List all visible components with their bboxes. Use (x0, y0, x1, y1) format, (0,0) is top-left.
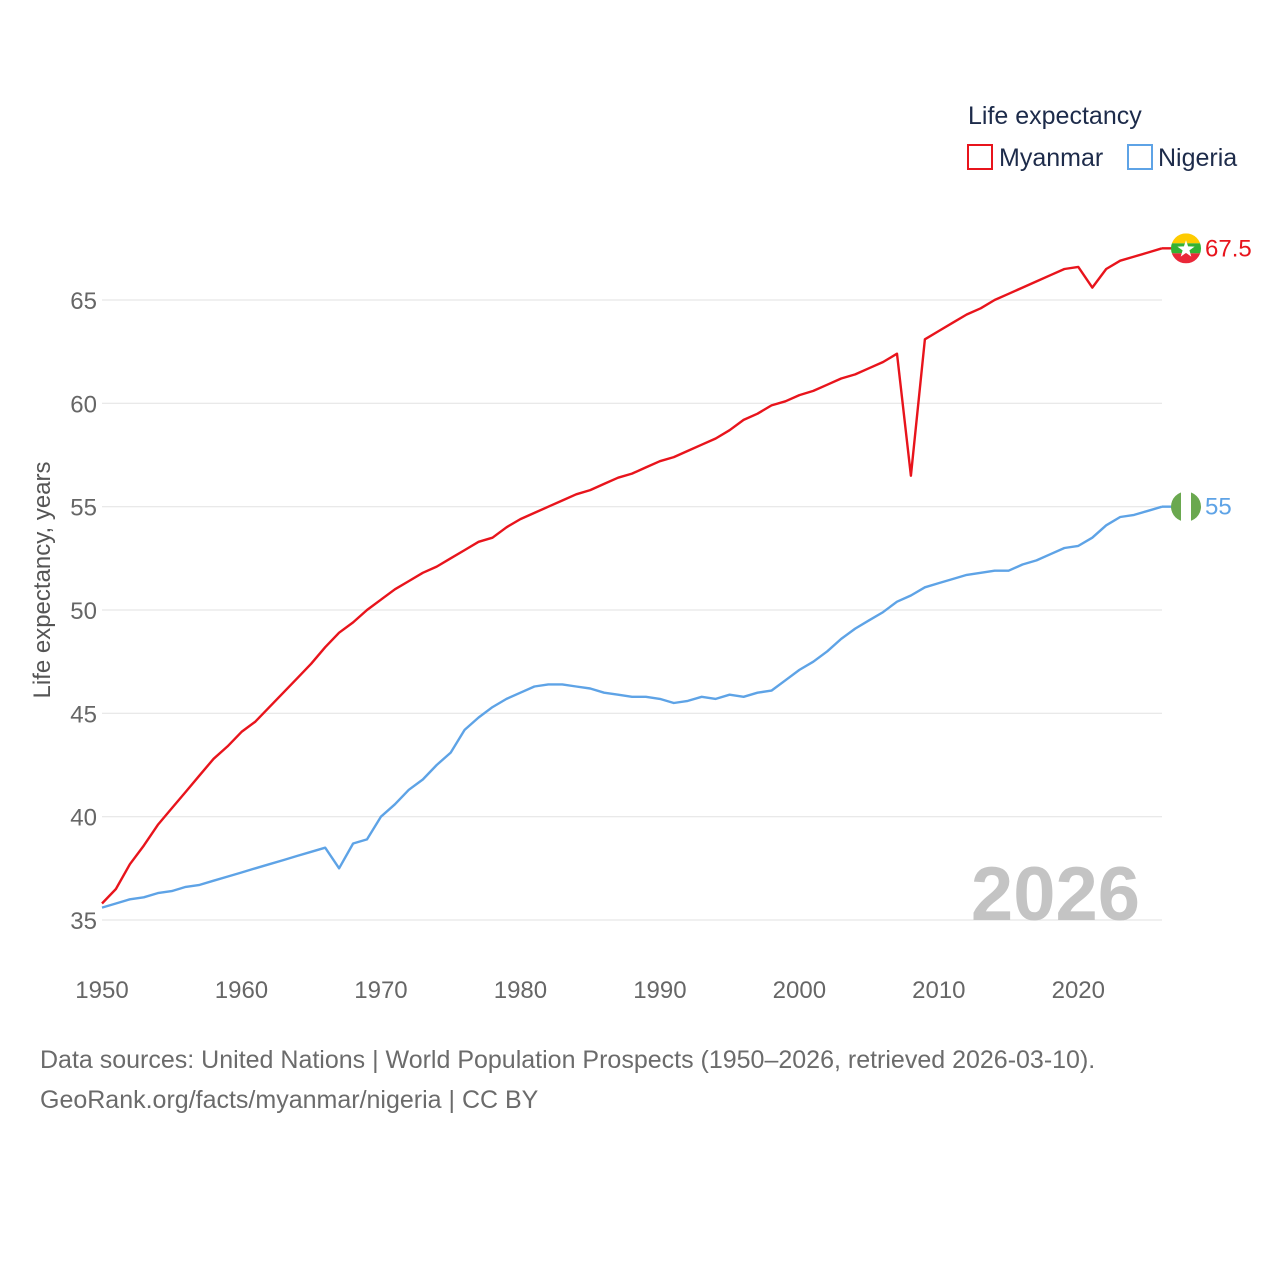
footer-credit: GeoRank.org/facts/myanmar/nigeria | CC B… (40, 1086, 539, 1114)
y-tick-label-50: 50 (70, 598, 97, 625)
x-tick-label-1960: 1960 (215, 977, 268, 1004)
y-tick-label-55: 55 (70, 495, 97, 522)
y-tick-label-40: 40 (70, 805, 97, 832)
series (101, 247, 1163, 909)
end-value-label-myanmar: 67.5 (1205, 235, 1252, 262)
legend-label-nigeria: Nigeria (1158, 144, 1237, 172)
myanmar-flag-icon (1171, 233, 1201, 264)
x-tick-label-1990: 1990 (633, 977, 686, 1004)
legend: Life expectancy Myanmar Nigeria (967, 102, 1237, 172)
series-line-myanmar (101, 247, 1163, 905)
y-axis-title: Life expectancy, years (29, 461, 56, 698)
x-tick-label-2020: 2020 (1052, 977, 1105, 1004)
y-tick-label-65: 65 (70, 288, 97, 315)
x-tick-label-1950: 1950 (75, 977, 128, 1004)
x-tick-label-2010: 2010 (912, 977, 965, 1004)
footer: Data sources: United Nations | World Pop… (40, 1040, 1095, 1120)
legend-swatch-myanmar (967, 144, 993, 170)
legend-item-myanmar[interactable]: Myanmar (967, 144, 1103, 172)
legend-label-myanmar: Myanmar (999, 144, 1103, 172)
footer-sources: Data sources: United Nations | World Pop… (40, 1046, 1096, 1074)
legend-title: Life expectancy (968, 102, 1142, 130)
line-chart: 35 40 45 50 55 60 65 1950 1960 1970 1980 1990 2000 2… (29, 102, 1252, 1004)
x-tick-label-2000: 2000 (773, 977, 826, 1004)
end-markers: 67.5 55 (1162, 233, 1252, 522)
y-tick-label-35: 35 (70, 908, 97, 935)
y-axis-ticks: 35 40 45 50 55 60 65 (70, 288, 97, 935)
x-axis-ticks: 1950 1960 1970 1980 1990 2000 2010 2020 (75, 977, 1105, 1004)
y-tick-label-60: 60 (70, 391, 97, 418)
y-tick-label-45: 45 (70, 701, 97, 728)
grid (102, 299, 1162, 921)
x-tick-label-1970: 1970 (354, 977, 407, 1004)
legend-item-nigeria[interactable]: Nigeria (1127, 144, 1237, 172)
nigeria-flag-icon (1171, 491, 1201, 522)
end-value-label-nigeria: 55 (1205, 494, 1232, 521)
x-tick-label-1980: 1980 (494, 977, 547, 1004)
series-line-nigeria (101, 505, 1163, 909)
year-watermark: 2026 (971, 852, 1140, 937)
legend-swatch-nigeria (1127, 144, 1153, 170)
